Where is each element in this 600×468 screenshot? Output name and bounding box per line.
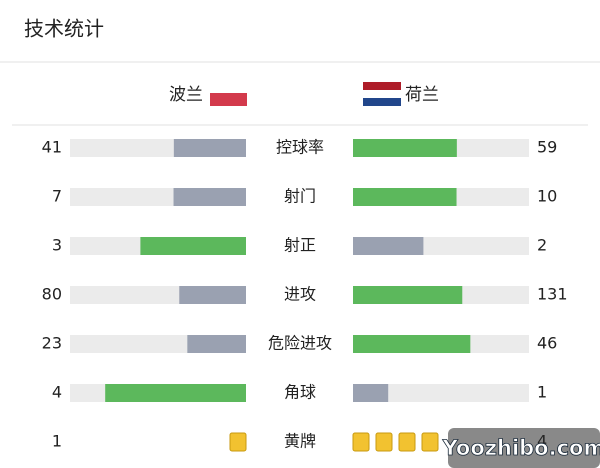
home-bar [187, 335, 246, 353]
stat-label: 黄牌 [284, 432, 316, 451]
away-value: 46 [537, 334, 557, 353]
title: 技术统计 [24, 17, 104, 41]
home-value: 41 [42, 138, 62, 157]
flag-stripe [363, 82, 401, 90]
away-value: 2 [537, 236, 547, 255]
stat-label: 进攻 [284, 285, 316, 304]
away-bar [353, 286, 463, 304]
watermark-bg [448, 428, 600, 468]
yellow-card [229, 432, 247, 452]
home-value: 7 [52, 187, 62, 206]
flag-stripe [363, 90, 401, 98]
home-bar [105, 384, 246, 402]
home-team: 波兰 [169, 85, 203, 105]
away-bar [353, 237, 424, 255]
watermark: Yoozhibo.com [442, 436, 600, 460]
home-value: 3 [52, 236, 62, 255]
home-bar [140, 237, 246, 255]
stat-label: 射正 [284, 236, 316, 255]
away-value: 131 [537, 285, 568, 304]
yellow-card [398, 432, 416, 452]
away-team: 荷兰 [405, 85, 439, 105]
flag-stripe [363, 98, 401, 106]
stat-label: 角球 [284, 383, 316, 402]
away-bar [353, 188, 457, 206]
home-value: 1 [52, 432, 62, 451]
away-bar [353, 139, 457, 157]
away-value: 59 [537, 138, 557, 157]
away-track [353, 384, 529, 402]
home-flag [210, 93, 247, 106]
away-flag [363, 82, 401, 106]
yellow-card [352, 432, 370, 452]
away-bar [353, 384, 389, 402]
away-bar [353, 335, 471, 353]
stat-label: 射门 [284, 187, 316, 206]
away-value: 1 [537, 383, 547, 402]
home-bar [173, 139, 246, 157]
stat-label: 控球率 [276, 138, 324, 157]
yellow-card [375, 432, 393, 452]
home-bar [179, 286, 246, 304]
stat-label: 危险进攻 [268, 334, 332, 353]
yellow-card [421, 432, 439, 452]
home-bar [173, 188, 246, 206]
away-value: 10 [537, 187, 557, 206]
home-value: 23 [42, 334, 62, 353]
home-value: 80 [42, 285, 62, 304]
home-value: 4 [52, 383, 62, 402]
